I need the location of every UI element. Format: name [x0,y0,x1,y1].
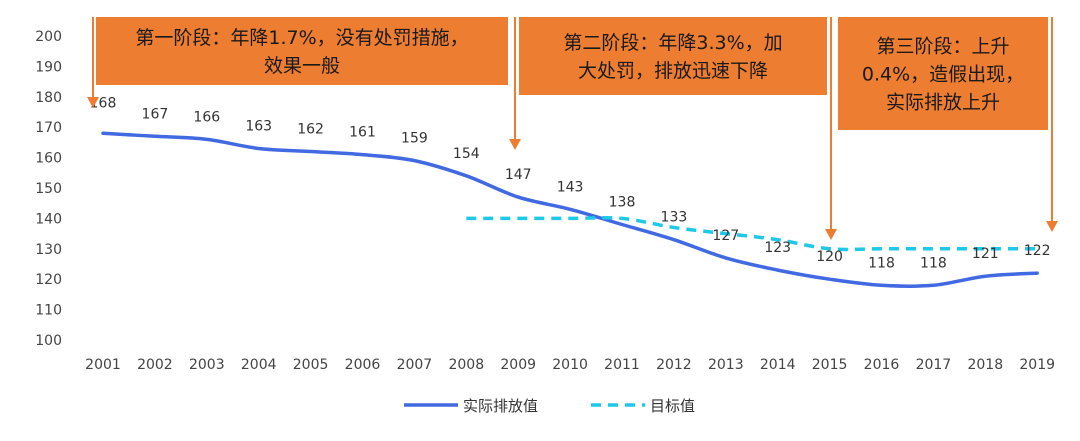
y-tick-label: 190 [35,59,62,75]
data-label: 143 [557,179,584,195]
annotation-text: 大处罚，排放迅速下降 [578,60,768,82]
x-tick-label: 2002 [137,357,173,373]
x-axis: 2001 2002 2003 2004 2005 2006 2007 2008 2009 2010… [85,357,1055,373]
x-tick-label: 2019 [1019,357,1055,373]
y-tick-label: 180 [35,90,62,106]
x-tick-label: 2014 [760,357,796,373]
data-label: 162 [297,122,324,138]
annotation-box [838,17,1048,130]
data-label: 147 [505,167,532,183]
y-axis: 100 110 120 130 140 150 160 170 180 190 200 [35,29,62,349]
y-tick-label: 120 [35,272,62,288]
data-label: 118 [868,255,895,271]
data-label: 123 [764,240,791,256]
data-label: 127 [712,228,739,244]
y-tick-label: 110 [35,303,62,319]
data-label: 154 [453,146,480,162]
data-label: 163 [245,118,272,134]
x-tick-label: 2001 [85,357,121,373]
data-label: 161 [349,125,376,141]
y-tick-label: 150 [35,181,62,197]
x-tick-label: 2007 [397,357,433,373]
data-label: 159 [401,131,428,147]
x-tick-label: 2018 [967,357,1003,373]
annotation-arrow-head [509,139,521,150]
y-tick-label: 130 [35,242,62,258]
annotation-text: 实际排放上升 [886,92,1000,114]
annotation-text: 第三阶段：上升 [876,36,1009,58]
x-tick-label: 2004 [241,357,277,373]
annotation-text: 第二阶段：年降3.3%，加 [563,32,782,54]
y-tick-label: 140 [35,211,62,227]
legend-label-actual: 实际排放值 [463,397,538,415]
x-tick-label: 2009 [500,357,536,373]
data-label: 133 [661,210,688,226]
x-tick-label: 2012 [656,357,692,373]
x-tick-label: 2005 [293,357,329,373]
x-tick-label: 2008 [448,357,484,373]
legend-label-target: 目标值 [650,397,695,415]
x-tick-label: 2003 [189,357,225,373]
data-label: 122 [1024,243,1051,259]
data-label: 138 [609,194,636,210]
annotation-box [96,17,508,85]
actual-emission-line [101,131,1039,288]
annotation-text: 第一阶段：年降1.7%，没有处罚措施， [135,27,468,49]
annotation-arrow-head [1046,221,1058,232]
legend: 实际排放值 目标值 [404,397,695,415]
data-label: 120 [816,249,843,265]
x-tick-label: 2013 [708,357,744,373]
annotation-text: 0.4%，造假出现， [862,64,1024,86]
x-tick-label: 2015 [812,357,848,373]
x-tick-label: 2017 [916,357,952,373]
x-tick-label: 2006 [345,357,381,373]
series-layer [101,131,1039,288]
x-tick-label: 2011 [604,357,640,373]
annotation-text: 效果一般 [264,55,340,77]
y-tick-label: 100 [35,333,62,349]
data-label: 121 [972,246,999,262]
data-label: 118 [920,255,947,271]
annotations: 第一阶段：年降1.7%，没有处罚措施， 效果一般 第二阶段：年降3.3%，加大处罚，… [87,17,1058,240]
annotation-arrow-head [825,229,837,240]
annotation-box [519,17,827,95]
data-label: 166 [193,109,220,125]
y-tick-label: 200 [35,29,62,45]
data-label: 167 [142,106,169,122]
x-tick-label: 2010 [552,357,588,373]
target-value-line [466,215,1038,252]
x-tick-label: 2016 [864,357,900,373]
y-tick-label: 170 [35,120,62,136]
y-tick-label: 160 [35,151,62,167]
annotation-arrow-head [87,97,99,108]
